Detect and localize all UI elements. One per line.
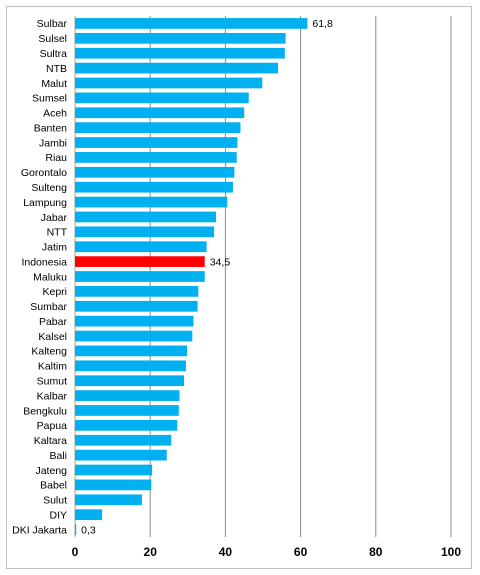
- category-label-ntt: NTT: [47, 227, 68, 239]
- category-label-riau: Riau: [45, 152, 67, 164]
- category-label-sulsel: Sulsel: [38, 33, 67, 45]
- x-tick-label-0: 0: [72, 545, 79, 559]
- bar-malut: [75, 77, 263, 89]
- data-label-dki-jakarta: 0,3: [81, 524, 96, 536]
- data-label-indonesia: 34,5: [210, 256, 231, 268]
- bar-pabar: [75, 315, 194, 327]
- category-label-kalsel: Kalsel: [38, 331, 67, 343]
- category-label-sumut: Sumut: [37, 376, 67, 388]
- category-label-kaltim: Kaltim: [38, 361, 67, 373]
- category-label-sulteng: Sulteng: [31, 182, 67, 194]
- bar-sumut: [75, 375, 185, 387]
- category-label-sulbar: Sulbar: [37, 18, 68, 30]
- bar-lampung: [75, 196, 228, 208]
- bar-kalsel: [75, 330, 193, 342]
- category-label-gorontalo: Gorontalo: [21, 167, 67, 179]
- bar-kaltim: [75, 360, 186, 372]
- category-label-banten: Banten: [34, 122, 67, 134]
- category-label-kalbar: Kalbar: [37, 390, 68, 402]
- bar-aceh: [75, 107, 245, 119]
- category-label-jambi: Jambi: [39, 137, 67, 149]
- bar-indonesia: [75, 256, 205, 267]
- category-label-babel: Babel: [40, 480, 67, 492]
- bar-jambi: [75, 137, 238, 148]
- bar-jateng: [75, 464, 153, 476]
- bar-kaltara: [75, 434, 172, 446]
- category-label-aceh: Aceh: [43, 108, 67, 120]
- bar-sulut: [75, 494, 142, 506]
- category-label-ntb: NTB: [46, 63, 67, 75]
- category-label-sulut: Sulut: [43, 495, 67, 507]
- category-label-malut: Malut: [41, 78, 67, 90]
- category-label-jateng: Jateng: [35, 465, 67, 477]
- bar-babel: [75, 479, 152, 491]
- bar-papua: [75, 419, 178, 431]
- data-label-sulbar: 61,8: [312, 18, 333, 30]
- category-label-indonesia: Indonesia: [21, 256, 67, 268]
- category-label-maluku: Maluku: [33, 271, 67, 283]
- category-label-jatim: Jatim: [42, 242, 67, 254]
- bar-jatim: [75, 241, 207, 253]
- x-tick-label-80: 80: [369, 545, 383, 559]
- data-labels: 61,8 34,5 0,3: [81, 18, 333, 536]
- x-axis-ticks: 0 20 40 60 80 100: [72, 545, 462, 559]
- bar-banten: [75, 122, 241, 134]
- bar-sumsel: [75, 92, 249, 104]
- bar-sulsel: [75, 32, 286, 44]
- category-label-lampung: Lampung: [23, 197, 67, 209]
- bar-jabar: [75, 211, 216, 223]
- x-tick-label-100: 100: [441, 545, 461, 559]
- bar-kalbar: [75, 390, 180, 401]
- category-label-sultra: Sultra: [40, 48, 68, 60]
- bar-bengkulu: [75, 405, 179, 416]
- bar-ntt: [75, 226, 215, 238]
- category-label-dki-jakarta: DKI Jakarta: [12, 524, 67, 536]
- x-tick-label-40: 40: [219, 545, 233, 559]
- category-labels: Sulbar Sulsel Sultra NTB Malut Sumsel Aceh Bant…: [12, 18, 67, 536]
- category-label-kalteng: Kalteng: [31, 346, 67, 358]
- bar-maluku: [75, 271, 205, 282]
- category-label-bengkulu: Bengkulu: [23, 405, 67, 417]
- category-label-bali: Bali: [49, 450, 67, 462]
- bars: [75, 18, 308, 535]
- bar-gorontalo: [75, 166, 235, 178]
- bar-sumbar: [75, 300, 198, 312]
- category-label-papua: Papua: [37, 420, 68, 432]
- bar-riau: [75, 152, 237, 163]
- bar-kepri: [75, 286, 199, 297]
- category-label-pabar: Pabar: [39, 316, 68, 328]
- bar-kalteng: [75, 345, 188, 357]
- bar-dki-jakarta: [75, 524, 77, 535]
- category-label-kepri: Kepri: [42, 286, 67, 298]
- bar-sulteng: [75, 181, 233, 193]
- category-label-sumsel: Sumsel: [32, 93, 67, 105]
- bar-ntb: [75, 62, 279, 74]
- x-tick-label-20: 20: [144, 545, 158, 559]
- bar-diy: [75, 509, 103, 521]
- x-tick-label-60: 60: [294, 545, 308, 559]
- category-label-sumbar: Sumbar: [30, 301, 67, 313]
- category-label-kaltara: Kaltara: [34, 435, 67, 447]
- bar-sulbar: [75, 18, 308, 29]
- category-label-jabar: Jabar: [41, 212, 68, 224]
- bar-sultra: [75, 47, 285, 59]
- category-label-diy: DIY: [49, 509, 67, 521]
- bar-bali: [75, 449, 167, 461]
